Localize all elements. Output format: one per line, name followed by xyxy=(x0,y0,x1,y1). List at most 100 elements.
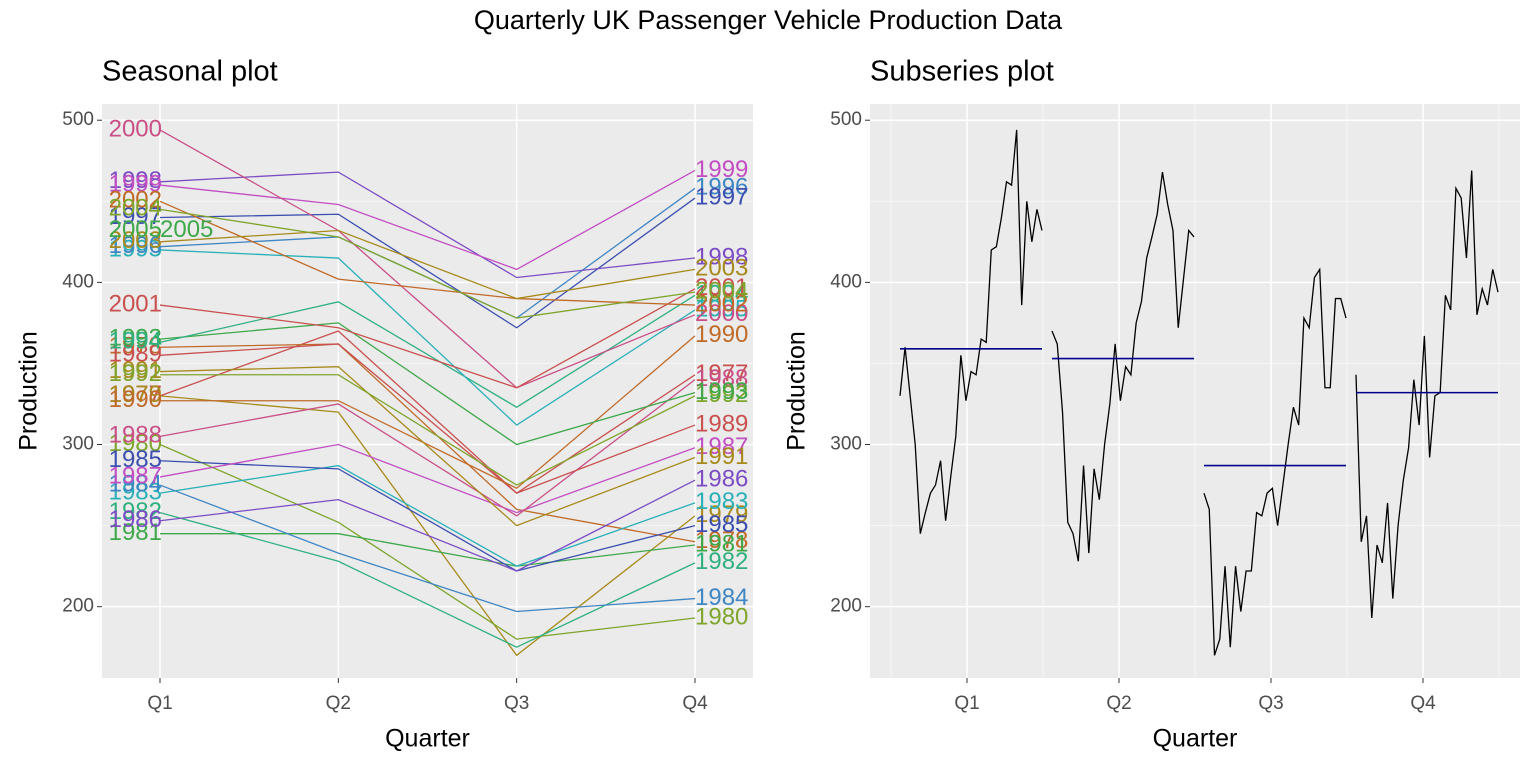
year-label-start: 1989 xyxy=(109,341,162,368)
year-label-start: 2004 xyxy=(109,195,162,222)
year-label-end: 1993 xyxy=(695,378,748,405)
year-label-start: 1998 xyxy=(109,167,162,194)
year-label-end: 1982 xyxy=(695,548,748,575)
panel-background xyxy=(102,104,753,678)
year-label-end: 1981 xyxy=(695,530,748,557)
x-tick-label: Q4 xyxy=(682,693,708,714)
year-label-start: 1999 xyxy=(109,170,162,197)
year-label-end: 1978 xyxy=(695,527,748,554)
series-line xyxy=(159,395,696,657)
series-line xyxy=(159,249,696,426)
year-label-end: 1996 xyxy=(695,174,748,201)
year-label-start: 1991 xyxy=(109,357,162,384)
series-line xyxy=(159,443,696,640)
year-label-start: 2003 xyxy=(109,227,162,254)
series-line xyxy=(159,460,696,572)
y-tick-label: 400 xyxy=(830,271,862,292)
series-line xyxy=(159,366,696,527)
year-label-end: 1986 xyxy=(695,466,748,493)
year-label-start: 1977 xyxy=(109,381,162,408)
year-label-start: 2002 xyxy=(109,187,162,214)
year-label-end: 1995 xyxy=(695,295,748,322)
year-label-end: 2001 xyxy=(695,274,748,301)
series-line xyxy=(159,197,696,329)
year-label-start: 1997 xyxy=(109,203,162,230)
year-label-start: 1996 xyxy=(109,232,162,259)
year-label-start: 2001 xyxy=(109,290,162,317)
year-label-end: 1985 xyxy=(695,511,748,538)
panel-title: Seasonal plot xyxy=(102,56,278,88)
series-line xyxy=(159,288,696,389)
series-line xyxy=(159,171,696,279)
year-label-end: 2003 xyxy=(695,255,748,282)
year-label-end: 1988 xyxy=(695,365,748,392)
y-tick-label: 200 xyxy=(830,596,862,617)
year-label-end: 1979 xyxy=(695,501,748,528)
year-label-start: 2005 xyxy=(109,216,162,243)
year-label-end: 1994 xyxy=(695,281,748,308)
subseries-line xyxy=(1355,170,1499,619)
series-line xyxy=(159,129,696,389)
year-label-start: 2000 xyxy=(109,115,162,142)
series-line xyxy=(159,379,696,517)
year-label-start: 1990 xyxy=(109,386,162,413)
series-line xyxy=(159,464,696,567)
x-tick-label: Q2 xyxy=(1106,693,1131,714)
year-label-end: 1977 xyxy=(695,360,748,387)
series-line xyxy=(160,374,696,486)
subseries-line xyxy=(1051,171,1195,562)
year-label-start: 1993 xyxy=(109,324,162,351)
year-label-start: 1981 xyxy=(109,519,162,546)
figure-title: Quarterly UK Passenger Vehicle Productio… xyxy=(474,5,1063,35)
y-tick-label: 500 xyxy=(62,109,94,130)
y-tick-label: 300 xyxy=(830,434,862,455)
year-label-end: 1991 xyxy=(695,443,748,470)
year-label-end: 2004 xyxy=(695,277,748,304)
x-axis-title: Quarter xyxy=(1153,725,1238,753)
year-label-start: 1988 xyxy=(109,422,162,449)
year-label-end: 2000 xyxy=(695,300,748,327)
series-line xyxy=(159,484,696,613)
year-label-start: 1992 xyxy=(109,360,162,387)
year-label-start: 1979 xyxy=(109,381,162,408)
y-tick-label: 200 xyxy=(62,596,94,617)
year-label-end: 1984 xyxy=(695,584,748,611)
year-label-start: 1994 xyxy=(109,328,162,355)
series-line xyxy=(159,479,696,572)
series-line xyxy=(160,335,696,490)
series-line xyxy=(160,533,696,567)
series-line xyxy=(159,169,696,271)
year-label-start: 1984 xyxy=(109,470,162,497)
year-label-end: 1992 xyxy=(695,381,748,408)
y-tick-label: 400 xyxy=(62,271,94,292)
x-tick-label: Q2 xyxy=(326,693,351,714)
year-label-end: 1998 xyxy=(695,243,748,270)
y-axis-title: Production xyxy=(783,331,811,451)
y-axis-title: Production xyxy=(15,331,43,451)
year-label-end: 2002 xyxy=(695,290,748,317)
x-tick-label: Q3 xyxy=(1258,693,1283,714)
year-label-end: 1987 xyxy=(695,433,748,460)
year-label-start: 1995 xyxy=(109,235,162,262)
x-axis-title: Quarter xyxy=(385,725,470,753)
series-line xyxy=(159,208,696,319)
year-label-start: 1985 xyxy=(109,446,162,473)
subseries-line xyxy=(1203,267,1347,656)
year-label-end: 1989 xyxy=(695,410,748,437)
series-line xyxy=(159,229,696,300)
subseries-line xyxy=(899,129,1043,534)
year-label-start: 1980 xyxy=(109,430,162,457)
year-label-start: 1987 xyxy=(109,462,162,489)
year-label-end: 1999 xyxy=(695,156,748,183)
y-tick-label: 300 xyxy=(62,434,94,455)
year-label-end: 1997 xyxy=(695,183,748,210)
year-label-start: 1982 xyxy=(109,498,162,525)
panel-title: Subseries plot xyxy=(870,56,1054,88)
x-tick-label: Q1 xyxy=(147,693,172,714)
x-tick-label: Q3 xyxy=(504,693,529,714)
y-tick-label: 500 xyxy=(830,109,862,130)
x-tick-label: Q4 xyxy=(1410,693,1436,714)
year-label-end: 1990 xyxy=(695,321,748,348)
series-line xyxy=(159,343,696,494)
